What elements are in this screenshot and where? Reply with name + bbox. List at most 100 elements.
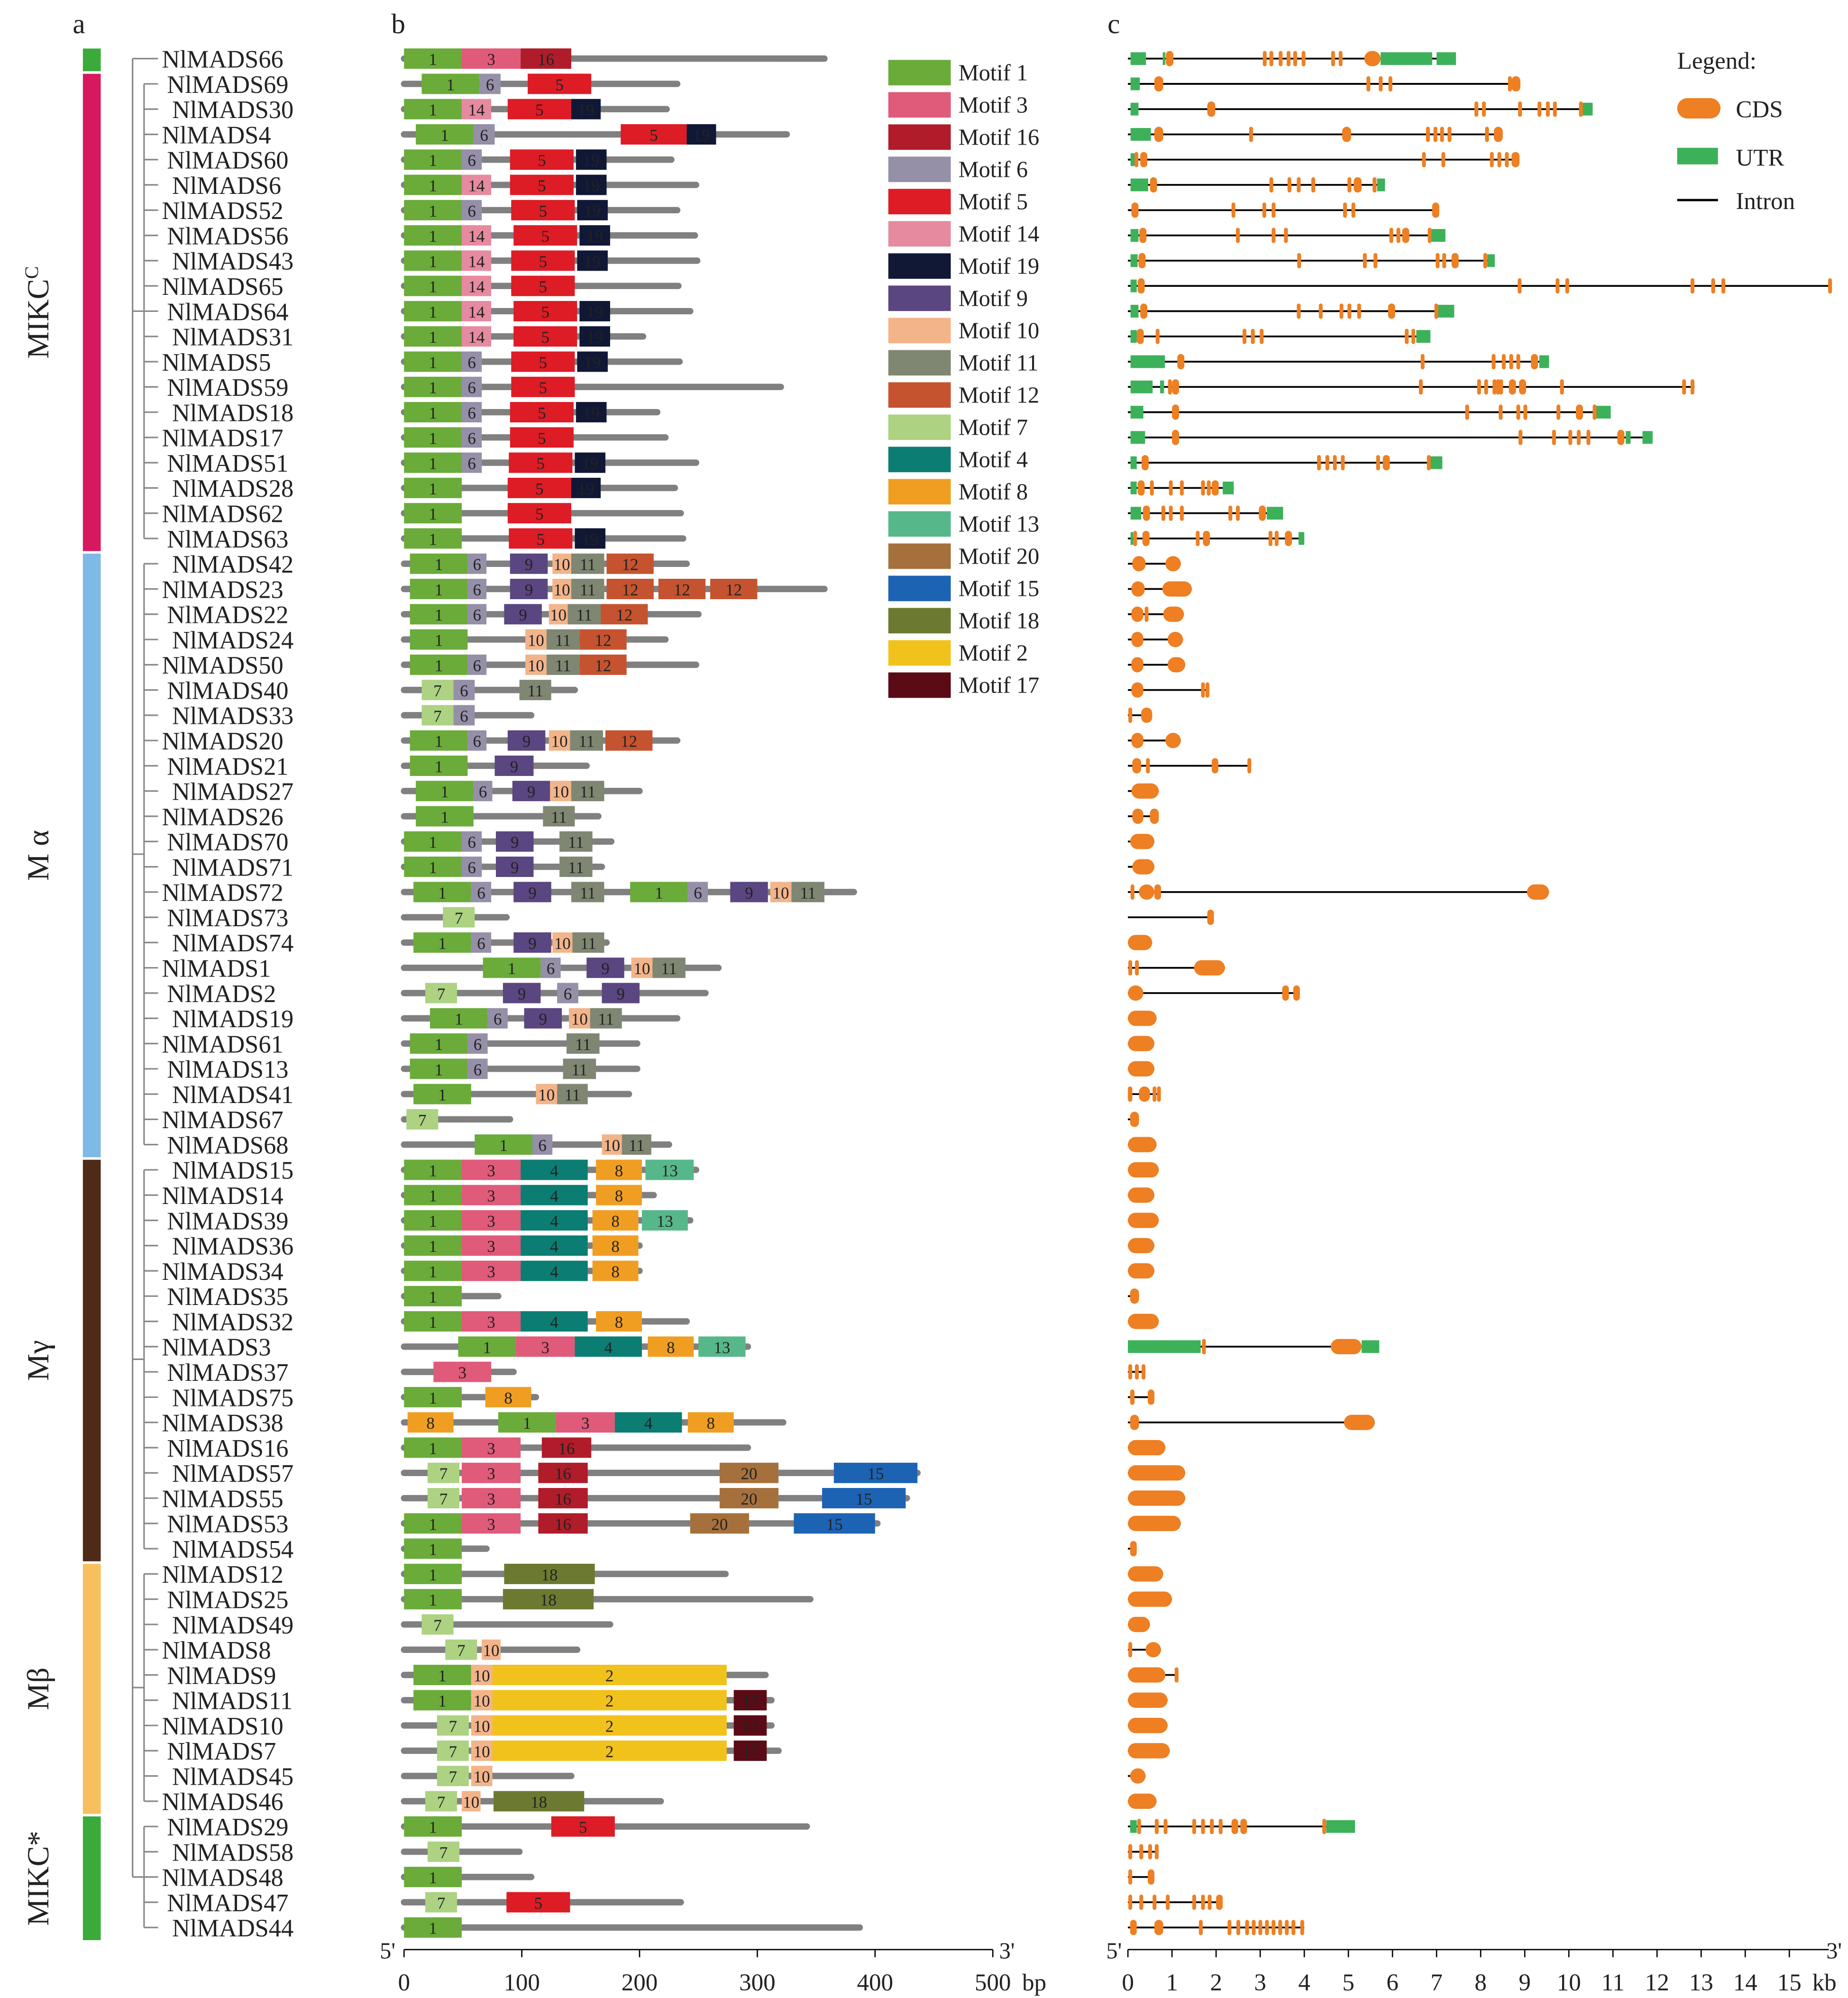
- motif-number: 11: [576, 606, 592, 624]
- utr-block: [1130, 77, 1140, 91]
- gene-name: NlMADS6: [172, 172, 281, 200]
- gene-structure-panel: [1128, 51, 1832, 1935]
- cds-block: [1131, 581, 1145, 597]
- gene-name: NlMADS43: [172, 248, 293, 275]
- gene-name: NlMADS42: [172, 551, 293, 578]
- cds-block: [1134, 152, 1139, 167]
- motif-number: 11: [580, 783, 596, 801]
- gene-name: NlMADS26: [162, 803, 283, 831]
- utr-block: [1626, 431, 1631, 444]
- motif-number: 10: [528, 657, 544, 675]
- motif-6-box: [453, 705, 475, 726]
- motif-number: 5: [579, 1818, 587, 1837]
- motif-10-box: [549, 604, 568, 625]
- motif-6-box: [461, 831, 482, 852]
- motif-6-box: [487, 1008, 508, 1029]
- cds-block: [1131, 657, 1144, 673]
- motif-number: 1: [429, 1541, 437, 1559]
- cds-block: [1130, 1112, 1139, 1127]
- motif-1-box: [410, 629, 468, 650]
- cds-block: [1128, 1692, 1168, 1708]
- motif-number: 20: [741, 1465, 758, 1483]
- motif-1-box: [404, 1513, 462, 1534]
- motif-number: 1: [429, 455, 437, 473]
- cds-block: [1154, 127, 1163, 142]
- motif-10-box: [536, 1084, 558, 1104]
- utr-block: [1487, 254, 1495, 267]
- cds-block: [1262, 51, 1267, 66]
- clade-label: Mγ: [21, 1340, 55, 1381]
- motif-legend-label: Motif 18: [959, 609, 1040, 634]
- motif-number: 10: [554, 934, 571, 953]
- cds-block: [1180, 505, 1184, 521]
- cds-block: [1202, 1339, 1206, 1355]
- motif-number: 10: [634, 959, 650, 978]
- axis-tick-label: 500: [975, 1969, 1011, 1996]
- motif-number: 1: [429, 353, 437, 372]
- motif-number: 9: [519, 606, 527, 624]
- motif-number: 6: [473, 657, 481, 675]
- motif-number: 1: [438, 1692, 446, 1710]
- motif-1-box: [404, 452, 462, 473]
- gene-name: NlMADS49: [172, 1612, 293, 1639]
- motif-number: 10: [551, 732, 568, 751]
- motif-11-box: [571, 781, 604, 802]
- cds-block: [1128, 1844, 1133, 1860]
- motif-number: 12: [674, 581, 690, 599]
- motif-9-box: [504, 604, 542, 625]
- motif-number: 5: [538, 151, 546, 170]
- cds-block: [1128, 1036, 1154, 1051]
- motif-18-box: [504, 1563, 595, 1584]
- motif-6-box: [461, 427, 482, 448]
- cds-block: [1166, 51, 1173, 66]
- gene-name: NlMADS33: [172, 702, 293, 730]
- motif-number: 3: [487, 50, 495, 69]
- motif-number: 7: [437, 985, 445, 1003]
- axis-unit: bp: [1022, 1969, 1046, 1996]
- motif-number: 15: [868, 1465, 884, 1483]
- utr-block: [1416, 330, 1431, 343]
- utr-block: [1267, 507, 1283, 520]
- motif-7-box: [421, 680, 454, 701]
- cds-block: [1140, 303, 1148, 319]
- motif-6-box: [467, 579, 487, 600]
- motif-1-box: [404, 1867, 462, 1888]
- motif-5-box: [511, 200, 575, 220]
- utr-block: [1326, 1820, 1355, 1833]
- motif-5-box: [510, 427, 574, 448]
- motif-number: 2: [605, 1717, 613, 1736]
- cds-block: [1128, 985, 1144, 1001]
- motif-12-box: [605, 730, 653, 751]
- motif-10-box: [549, 730, 570, 751]
- motif-9-box: [495, 831, 534, 852]
- motif-number: 20: [741, 1490, 758, 1508]
- motif-number: 5: [541, 227, 549, 246]
- cds-block: [1150, 480, 1154, 496]
- motif-legend-label: Motif 4: [959, 447, 1028, 472]
- motif-4-box: [614, 1412, 682, 1433]
- motif-number: 3: [541, 1338, 549, 1357]
- motif-1-box: [416, 124, 474, 145]
- utr-block: [1162, 52, 1165, 65]
- motif-6-box: [540, 958, 561, 978]
- utr-block: [1437, 305, 1455, 318]
- motif-number: 6: [460, 707, 468, 725]
- motif-4-box: [521, 1311, 588, 1332]
- motif-number: 11: [629, 1136, 645, 1155]
- motif-number: 5: [535, 480, 543, 498]
- motif-number: 11: [598, 1010, 614, 1029]
- motif-9-box: [510, 553, 548, 574]
- motif-number: 10: [528, 631, 544, 650]
- utr-block: [1130, 431, 1145, 444]
- motif-legend-swatch: [888, 640, 951, 666]
- cds-block: [1485, 127, 1489, 142]
- motif-1-box: [404, 857, 462, 877]
- cds-block: [1297, 303, 1301, 319]
- motif-number: 8: [707, 1414, 715, 1432]
- motif-number: 16: [538, 50, 554, 69]
- motif-number: 13: [657, 1212, 673, 1231]
- gene-name: NlMADS48: [162, 1864, 283, 1892]
- motif-7-box: [421, 1614, 454, 1635]
- motif-number: 9: [525, 556, 533, 574]
- cds-block: [1137, 1819, 1141, 1834]
